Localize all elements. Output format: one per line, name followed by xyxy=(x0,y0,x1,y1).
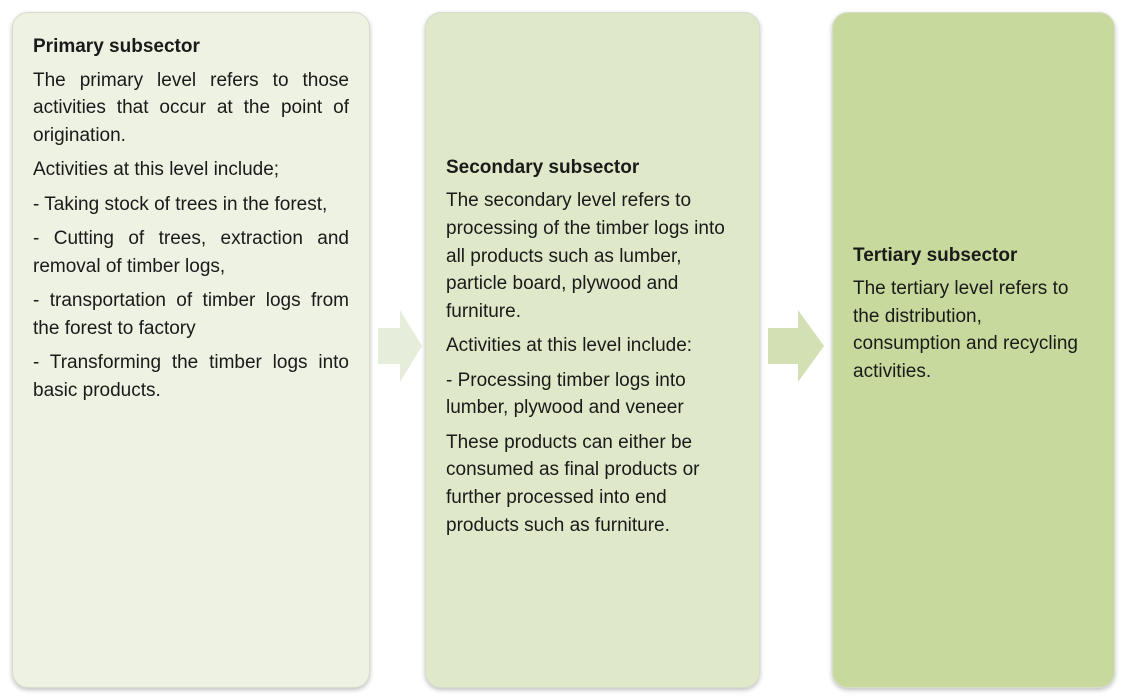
box-paragraph: The primary level refers to those activi… xyxy=(33,69,349,146)
subsector-box: Secondary subsector The secondary level r… xyxy=(425,12,760,688)
box-paragraph: - Taking stock of trees in the forest, xyxy=(33,193,328,215)
subsector-box: Primary subsector The primary level refer… xyxy=(12,12,370,688)
box-title: Primary subsector xyxy=(33,36,200,57)
box-paragraph: These products can either be consumed as… xyxy=(446,431,700,536)
box-paragraph: Activities at this level include: xyxy=(446,335,693,357)
arrow-shape xyxy=(768,310,824,382)
arrow xyxy=(768,310,824,382)
box-title: Secondary subsector xyxy=(446,156,640,178)
box-paragraph: - Processing timber logs into lumber, pl… xyxy=(446,369,686,419)
box-paragraph: - Transforming the timber logs into basi… xyxy=(33,352,349,402)
box-paragraph: The tertiary level refers to the distrib… xyxy=(853,278,1078,382)
subsector-box: Tertiary subsector The tertiary level ref… xyxy=(832,12,1115,688)
arrow-shape xyxy=(378,310,422,382)
box-paragraph: - transportation of timber logs from the… xyxy=(33,290,349,339)
box-paragraph: Activities at this level include; xyxy=(33,159,280,181)
arrow xyxy=(378,310,422,382)
box-title: Tertiary subsector xyxy=(853,244,1018,266)
box-paragraph: The secondary level refers to processing… xyxy=(446,190,725,322)
box-paragraph: - Cutting of trees, extraction and remov… xyxy=(33,228,349,277)
